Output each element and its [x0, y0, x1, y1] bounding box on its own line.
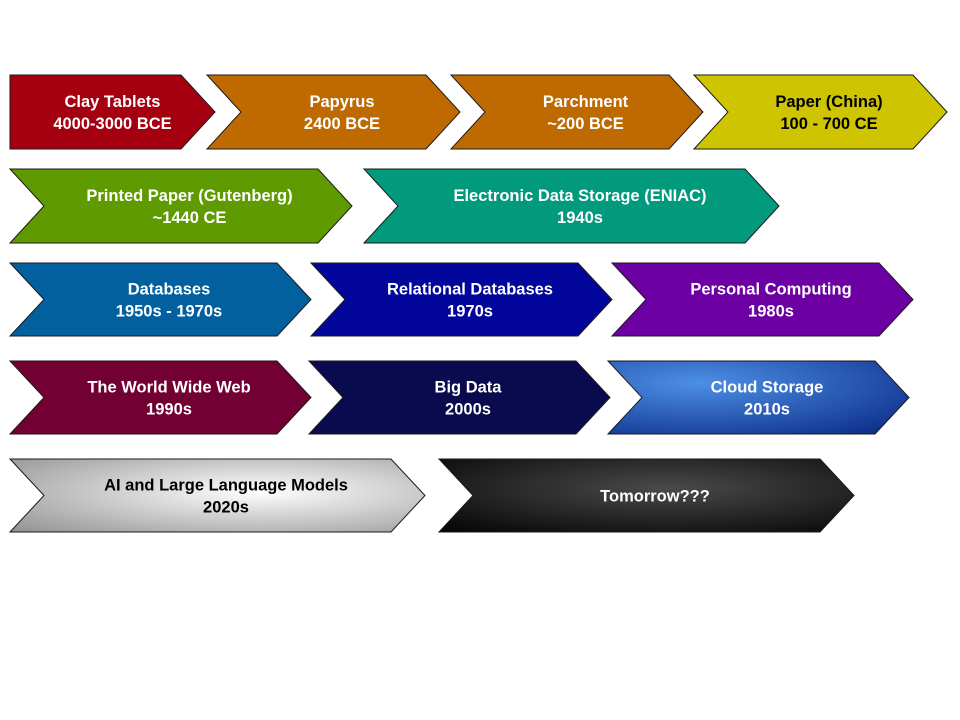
timeline-step-date: 1970s [447, 303, 493, 321]
timeline-step-title: AI and Large Language Models [104, 477, 348, 495]
chevron-arrow-shape [437, 458, 855, 533]
timeline-step-parchment: Parchment ~200 BCE [449, 74, 704, 150]
timeline-step-printed-paper: Printed Paper (Gutenberg) ~1440 CE [8, 168, 353, 244]
timeline-step-databases: Databases 1950s - 1970s [8, 262, 312, 337]
timeline-step-cloud-storage: Cloud Storage 2010s [606, 360, 910, 435]
timeline-step-title: Databases [128, 281, 211, 299]
timeline-step-title: Cloud Storage [711, 379, 824, 397]
timeline-step-date: 1950s - 1970s [116, 303, 222, 321]
timeline-step-title: Printed Paper (Gutenberg) [86, 187, 292, 205]
timeline-step-date: 2000s [445, 401, 491, 419]
chevron-arrow-shape [606, 360, 910, 435]
timeline-step-world-wide-web: The World Wide Web 1990s [8, 360, 312, 435]
timeline-step-electronic-storage: Electronic Data Storage (ENIAC) 1940s [362, 168, 780, 244]
timeline-step-date: 1980s [748, 303, 794, 321]
timeline-step-tomorrow: Tomorrow??? [437, 458, 855, 533]
timeline-step-date: 2400 BCE [304, 115, 380, 133]
timeline-step-ai-llm: AI and Large Language Models 2020s [8, 458, 426, 533]
timeline-step-title: Personal Computing [690, 281, 851, 299]
timeline-step-date: ~200 BCE [547, 115, 624, 133]
timeline-step-date: 100 - 700 CE [780, 115, 877, 133]
timeline-step-date: 1940s [557, 209, 603, 227]
chevron-arrow-shape [307, 360, 611, 435]
chevron-arrow-shape [309, 262, 613, 337]
timeline-step-big-data: Big Data 2000s [307, 360, 611, 435]
timeline-step-title: Electronic Data Storage (ENIAC) [453, 187, 706, 205]
timeline-step-title: Paper (China) [775, 93, 882, 111]
timeline-step-date: 1990s [146, 401, 192, 419]
timeline-step-date: 4000-3000 BCE [53, 115, 171, 133]
timeline-step-title: Clay Tablets [65, 93, 161, 111]
timeline-step-date: 2020s [203, 499, 249, 517]
timeline-step-papyrus: Papyrus 2400 BCE [205, 74, 461, 150]
timeline-step-relational-databases: Relational Databases 1970s [309, 262, 613, 337]
timeline-step-paper-china: Paper (China) 100 - 700 CE [692, 74, 948, 150]
timeline-step-title: Relational Databases [387, 281, 553, 299]
timeline-step-title: Tomorrow??? [600, 488, 710, 506]
chevron-arrow-shape [8, 168, 353, 244]
timeline-step-clay-tablets: Clay Tablets 4000-3000 BCE [9, 74, 216, 150]
chevron-arrow-shape [610, 262, 914, 337]
chevron-arrow-shape [449, 74, 704, 150]
timeline-step-date: ~1440 CE [153, 209, 227, 227]
chevron-arrow-shape [8, 458, 426, 533]
chevron-arrow-shape [8, 360, 312, 435]
timeline-step-title: The World Wide Web [87, 379, 250, 397]
timeline-step-title: Papyrus [309, 93, 374, 111]
chevron-arrow-shape [9, 74, 216, 150]
chevron-arrow-shape [362, 168, 780, 244]
chevron-arrow-shape [692, 74, 948, 150]
timeline-step-title: Big Data [435, 379, 503, 397]
chevron-arrow-shape [8, 262, 312, 337]
timeline-step-date: 2010s [744, 401, 790, 419]
chevron-arrow-shape [205, 74, 461, 150]
timeline-step-personal-computing: Personal Computing 1980s [610, 262, 914, 337]
timeline-step-title: Parchment [543, 93, 629, 111]
